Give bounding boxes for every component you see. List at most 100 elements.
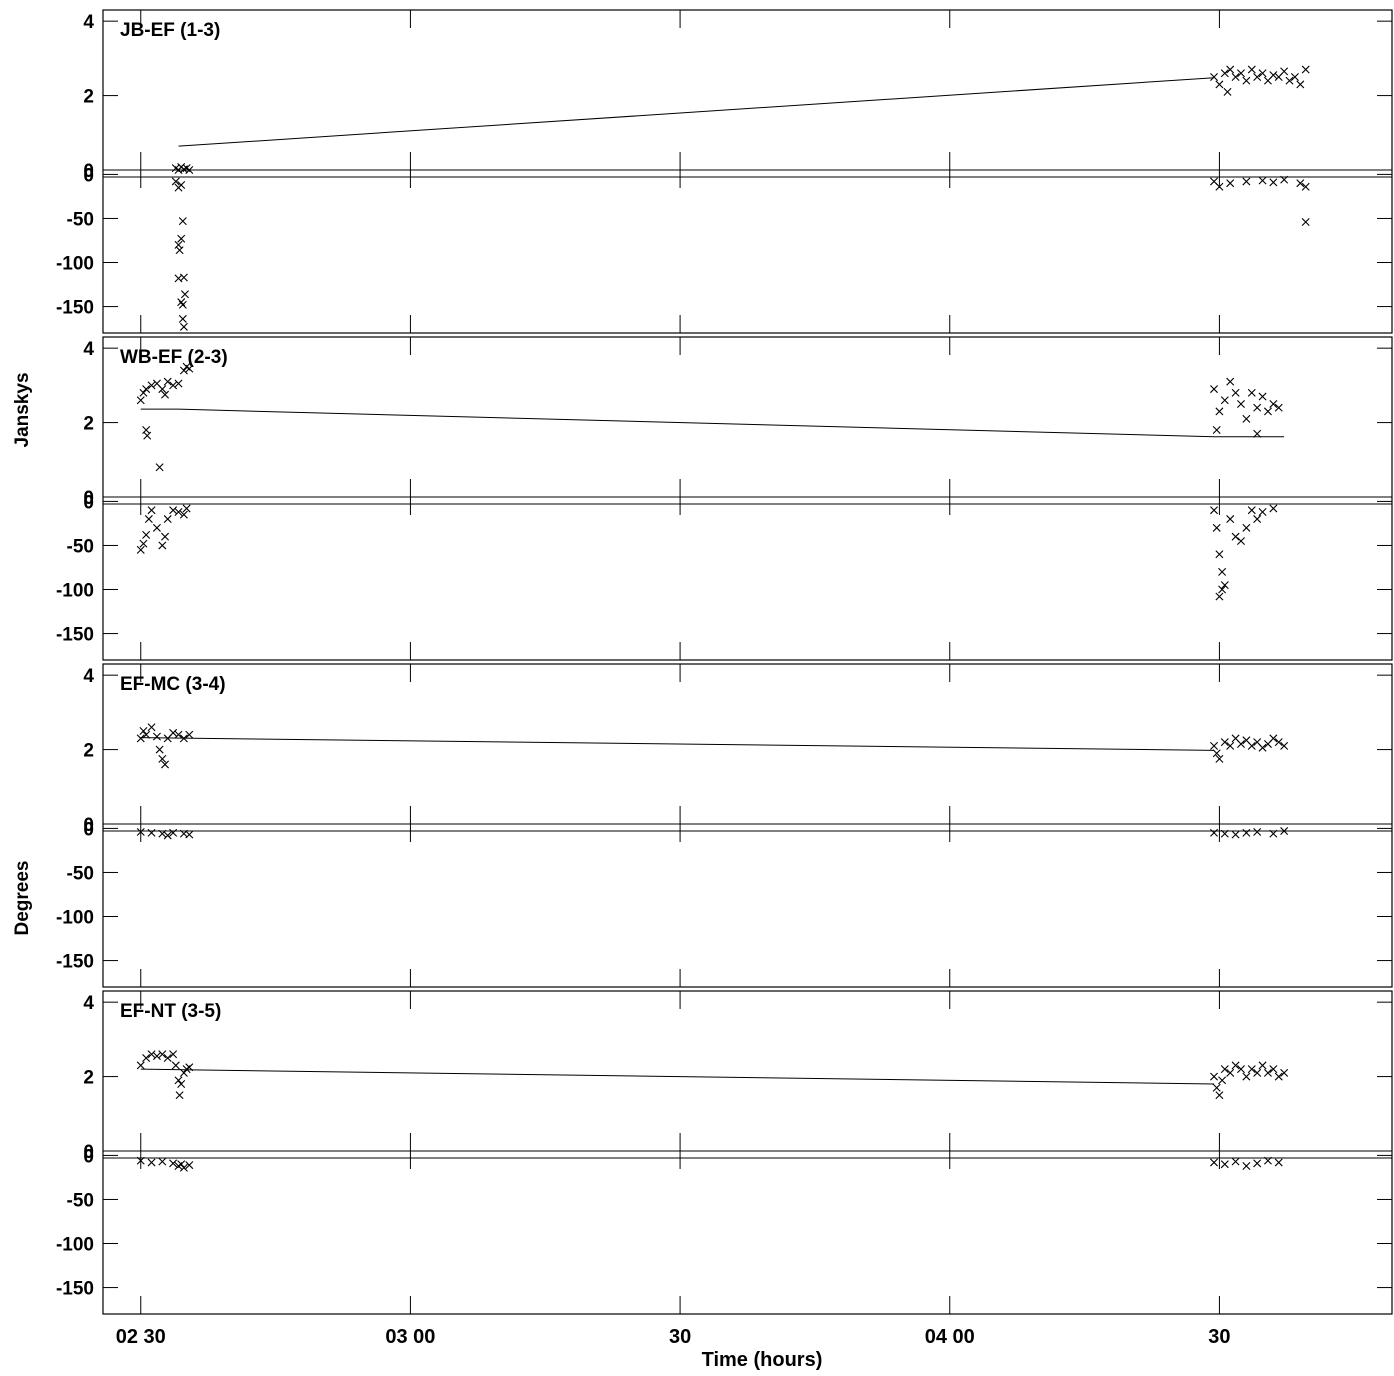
amplitude-point xyxy=(1212,749,1221,758)
phase-point xyxy=(1220,829,1229,838)
phase-point xyxy=(1269,829,1278,838)
phase-point xyxy=(1258,507,1267,516)
amplitude-point xyxy=(136,734,145,743)
phase-point xyxy=(177,180,186,189)
amplitude-point xyxy=(1274,738,1283,747)
panel-title: EF-NT (3-5) xyxy=(120,1001,221,1022)
panel-frame xyxy=(102,9,1393,334)
phase-point xyxy=(1212,523,1221,532)
baseline-panel: 4 2 00 -50 -100 -150 EF-NT (3-5) xyxy=(56,990,1393,1315)
amplitude-point xyxy=(1210,741,1219,750)
amplitude-point xyxy=(1258,392,1267,401)
amplitude-point xyxy=(1258,1061,1267,1070)
amplitude-tick-label: 4 xyxy=(83,993,94,1014)
phase-point xyxy=(136,545,145,554)
phase-point xyxy=(1280,827,1289,836)
x-tick-label: 30 xyxy=(1208,1326,1230,1348)
phase-point xyxy=(1231,830,1240,839)
phase-tick-label: 0 xyxy=(83,492,94,513)
amplitude-point xyxy=(147,1050,156,1059)
phase-point xyxy=(178,217,187,226)
phase-point xyxy=(1247,506,1256,515)
amplitude-point xyxy=(1253,72,1262,81)
phase-point xyxy=(152,523,161,532)
amplitude-point xyxy=(1247,65,1256,74)
phase-point xyxy=(1218,585,1227,594)
amplitude-point xyxy=(1285,76,1294,85)
phase-point xyxy=(136,1156,145,1165)
amplitude-point xyxy=(161,390,170,399)
amplitude-point xyxy=(174,1076,183,1085)
amplitude-point xyxy=(1226,741,1235,750)
amplitude-point xyxy=(1269,1065,1278,1074)
phase-point xyxy=(1301,217,1310,226)
phase-point xyxy=(1280,175,1289,184)
amplitude-point xyxy=(142,1053,151,1062)
amplitude-point xyxy=(155,463,164,472)
phase-tick-label: -50 xyxy=(67,536,94,557)
phase-point xyxy=(1215,550,1224,559)
x-tick-label: 30 xyxy=(669,1326,691,1348)
amplitude-tick-label: 0 xyxy=(83,815,94,836)
amplitude-point xyxy=(1242,414,1251,423)
baseline-panel: 4 2 00 -50 -100 -150 EF-MC (3-4) xyxy=(56,663,1393,988)
panel-frame xyxy=(102,663,1393,988)
amplitude-point xyxy=(1210,385,1219,394)
phase-point xyxy=(163,831,172,840)
phase-tick-label: -50 xyxy=(67,209,94,230)
phase-point xyxy=(1226,179,1235,188)
amplitude-point xyxy=(1242,1072,1251,1081)
phase-point xyxy=(174,507,183,516)
amplitude-point xyxy=(1218,1076,1227,1085)
amplitude-point xyxy=(1215,80,1224,89)
phase-point xyxy=(136,827,145,836)
panel-title: EF-MC (3-4) xyxy=(120,674,226,695)
amplitude-point xyxy=(147,381,156,390)
amplitude-tick-label: 2 xyxy=(83,1068,94,1089)
phase-point xyxy=(177,234,186,243)
amplitude-tick-label: 4 xyxy=(83,12,94,33)
amplitude-tick-label: 4 xyxy=(83,666,94,687)
phase-point xyxy=(139,539,148,548)
phase-point xyxy=(1269,504,1278,513)
amplitude-point xyxy=(1212,426,1221,435)
amplitude-point xyxy=(1210,72,1219,81)
phase-tick-label: 0 xyxy=(83,1146,94,1167)
phase-tick-label: -50 xyxy=(67,1190,94,1211)
amplitude-point xyxy=(1237,1065,1245,1074)
amplitude-point xyxy=(1247,388,1256,397)
phase-point xyxy=(1253,1159,1262,1168)
phase-point xyxy=(144,515,153,524)
amplitude-point xyxy=(1274,1072,1283,1081)
amplitude-point xyxy=(1247,741,1256,750)
phase-point xyxy=(180,290,189,299)
amplitude-point xyxy=(1220,738,1229,747)
amplitude-point xyxy=(1301,65,1310,74)
phase-point xyxy=(177,1160,186,1169)
x-axis-label: Time (hours) xyxy=(702,1349,823,1371)
amplitude-tick-label: 2 xyxy=(83,414,94,435)
amplitude-point xyxy=(1280,67,1289,76)
phase-point xyxy=(1242,828,1251,837)
amplitude-point xyxy=(174,379,183,388)
baseline-panel: 4 2 00 -50 -100 -150 WB-EF (2-3) xyxy=(56,336,1393,661)
amplitude-point xyxy=(139,388,148,397)
phase-point xyxy=(147,506,156,515)
amplitude-tick-label: 4 xyxy=(83,339,94,360)
phase-point xyxy=(1218,567,1227,576)
phase-tick-label: -100 xyxy=(56,254,94,275)
phase-point xyxy=(1263,1156,1272,1165)
amplitude-point xyxy=(1258,743,1267,752)
phase-point xyxy=(1269,178,1278,187)
model-amplitude-line xyxy=(140,737,1215,751)
phase-point xyxy=(142,530,151,539)
phase-tick-label: -100 xyxy=(56,581,94,602)
amplitude-point xyxy=(1280,741,1289,750)
amplitude-point xyxy=(1269,71,1278,80)
phase-point xyxy=(1215,592,1224,601)
amplitude-point xyxy=(1296,80,1305,89)
phase-tick-label: -100 xyxy=(56,908,94,929)
phase-point xyxy=(1231,1157,1240,1166)
model-amplitude-line xyxy=(140,1068,1215,1085)
